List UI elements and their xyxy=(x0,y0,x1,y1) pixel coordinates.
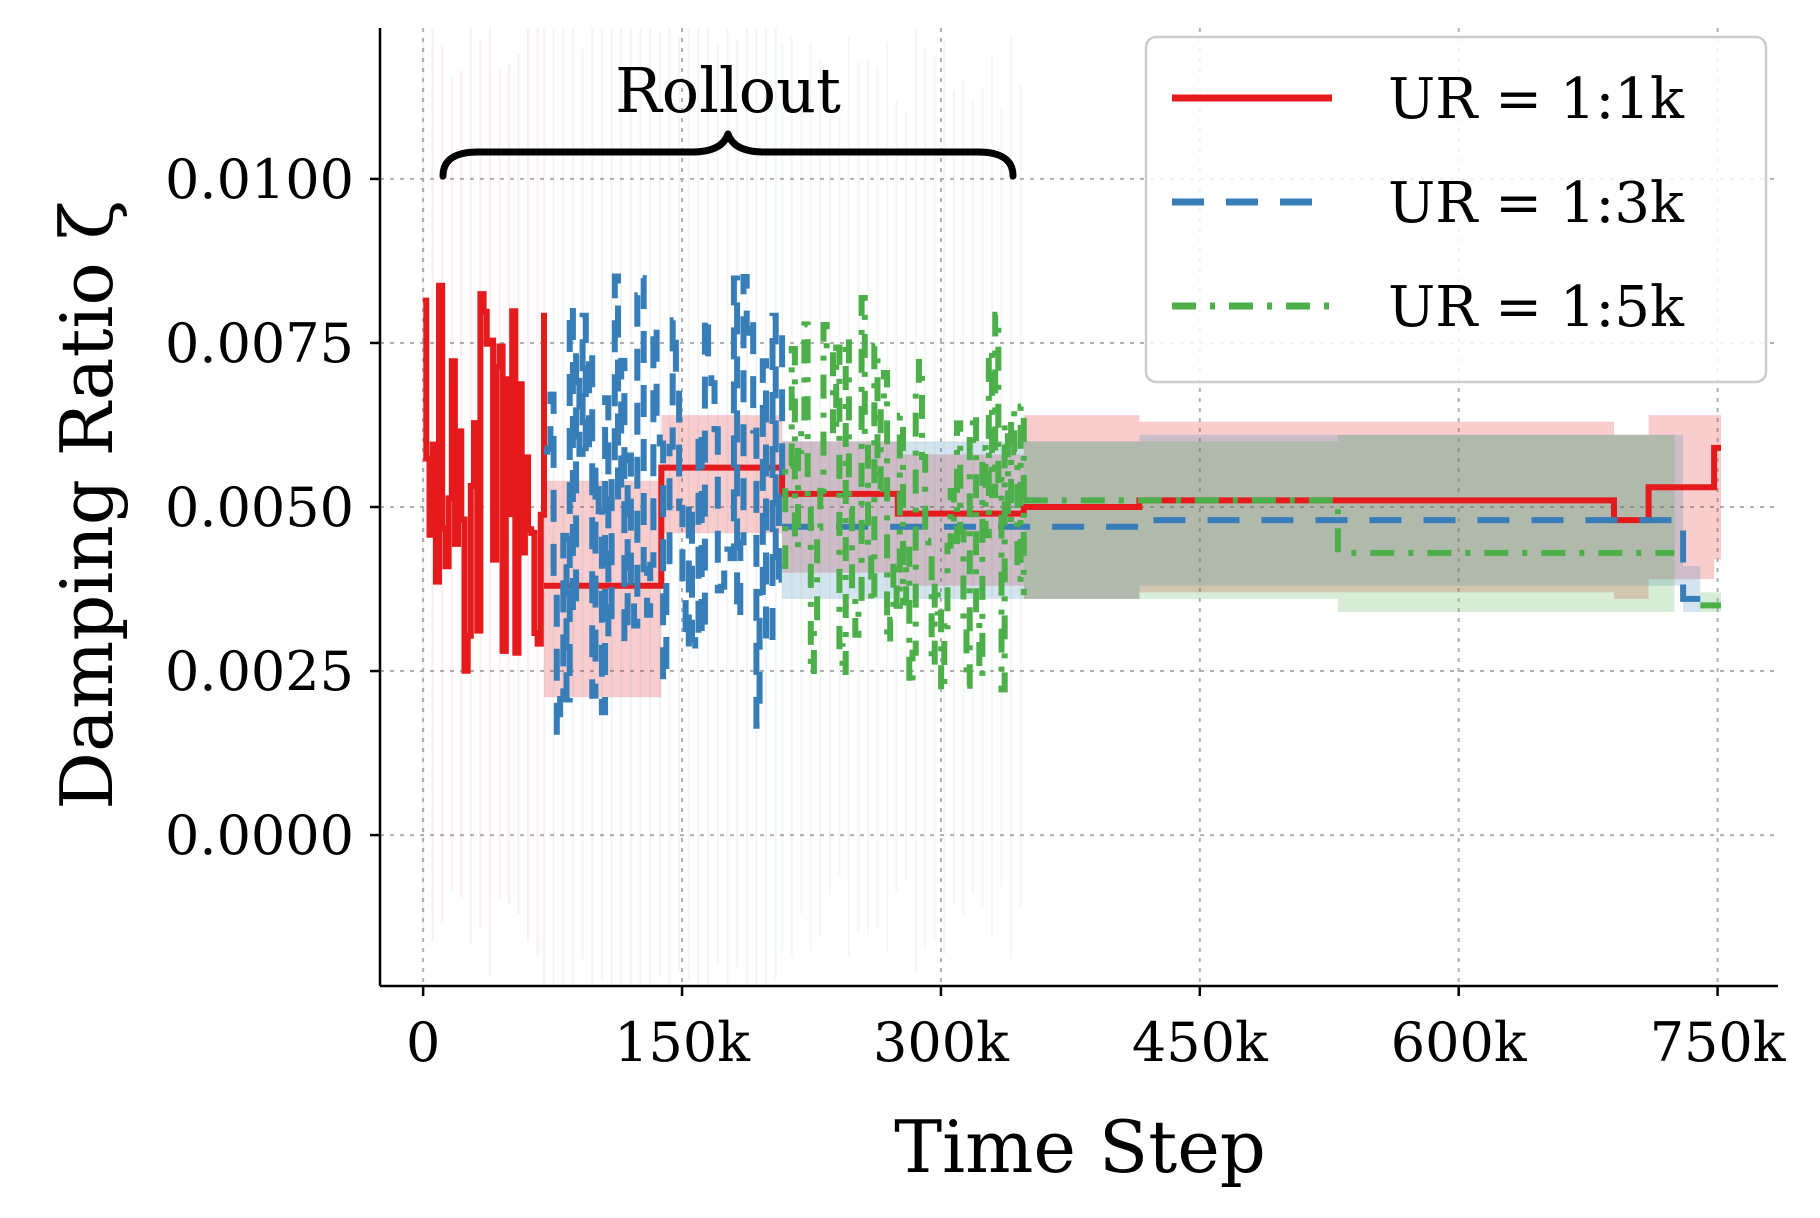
y-tick-label: 0.0075 xyxy=(165,312,354,375)
series-2-band xyxy=(1139,434,1684,586)
legend-label-2: UR = 1:3k xyxy=(1388,171,1685,236)
x-tick-label: 600k xyxy=(1391,1011,1528,1074)
legend-label-1: UR = 1:1k xyxy=(1388,67,1685,132)
series-1-band xyxy=(1614,434,1649,599)
x-tick-label: 0 xyxy=(406,1011,440,1074)
y-tick-label: 0.0025 xyxy=(165,640,354,703)
series-1-rollout-line xyxy=(423,282,547,674)
confidence-bands xyxy=(543,415,1722,698)
series-3-step-line xyxy=(1023,497,1721,609)
legend-label-3: UR = 1:5k xyxy=(1388,275,1685,340)
series-lines xyxy=(423,273,1721,739)
rollout-label: Rollout xyxy=(615,54,841,127)
series-3-band xyxy=(1700,592,1722,612)
legend-frame xyxy=(1144,35,1768,384)
y-tick-label: 0.0100 xyxy=(165,148,354,211)
tick-labels: 0 150k 300k 450k 600k 750k 0.0000 0.0025 0.0050 0… xyxy=(165,148,1787,1074)
legend: UR = 1:1k UR = 1:3k UR = 1:5k xyxy=(1144,35,1768,384)
rollout-annotation: Rollout xyxy=(439,54,1017,180)
x-tick-label: 150k xyxy=(614,1011,751,1074)
x-tick-label: 300k xyxy=(873,1011,1010,1074)
x-axis-title: Time Step xyxy=(894,1105,1266,1189)
series-2-rollout-line xyxy=(544,273,786,739)
series-3-rollout-line xyxy=(782,295,1027,695)
x-tick-label: 450k xyxy=(1132,1011,1269,1074)
rollout-brace xyxy=(439,130,1017,180)
series-2-step-line xyxy=(782,517,1701,602)
series-1-band xyxy=(1714,415,1722,560)
series-3-band xyxy=(1337,434,1675,612)
series-1-band xyxy=(1139,421,1615,593)
y-tick-label: 0.0000 xyxy=(165,804,354,867)
y-axis-title: Damping Ratio ζ xyxy=(45,200,129,809)
y-tick-label: 0.0050 xyxy=(165,476,354,539)
x-tick-label: 750k xyxy=(1650,1011,1787,1074)
